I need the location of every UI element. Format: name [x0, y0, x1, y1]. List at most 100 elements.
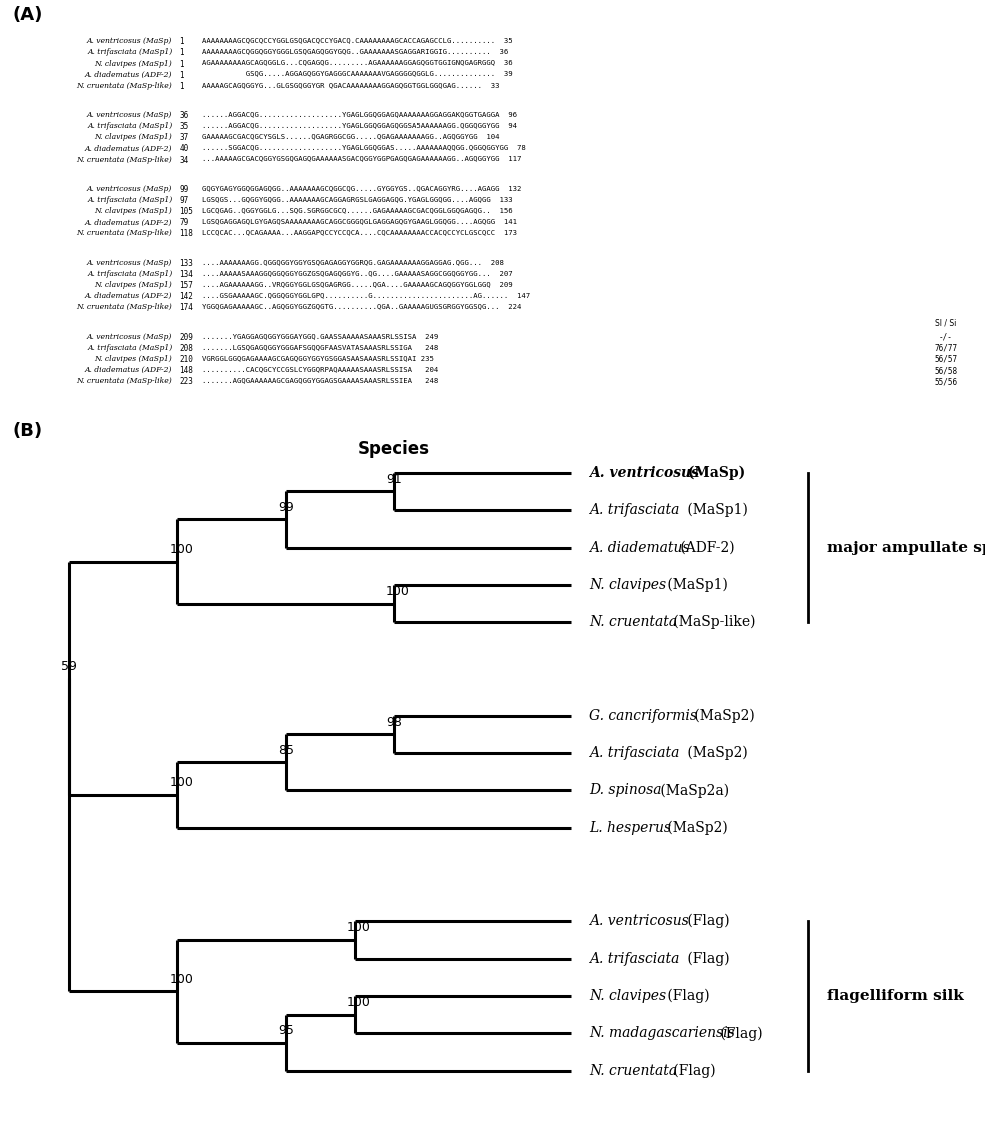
Text: A. trifasciata: A. trifasciata: [589, 952, 680, 965]
Text: A. diadematus (ADF-2): A. diadematus (ADF-2): [85, 218, 172, 226]
Text: -/-: -/-: [939, 333, 952, 342]
Text: N. clavipes (MaSp1): N. clavipes (MaSp1): [95, 281, 172, 289]
Text: (A): (A): [13, 6, 43, 24]
Text: ......SGGACQG...................YGAGLGGQGGAS.....AAAAAAAQQGG.QGGQGGYGG  78: ......SGGACQG...................YGAGLGGQ…: [202, 144, 526, 150]
Text: LGCQGAG..QGGYGGLG...SQG.SGRGGCGCQ......GAGAAAAAGCGACQGGLGGQGAGQG..  156: LGCQGAG..QGGYGGLG...SQG.SGRGGCGCQ......G…: [202, 207, 512, 214]
Text: (MaSp2): (MaSp2): [683, 746, 748, 761]
Text: A. diadematus (ADF-2): A. diadematus (ADF-2): [85, 292, 172, 300]
Text: AGAAAAAAAAGCAGQGGLG...CQGAGQG.........AGAAAAAAGGAGQGGTGGIGNQGAGRGGQ  36: AGAAAAAAAAGCAGQGGLG...CQGAGQG.........AG…: [202, 59, 512, 66]
Text: A. trifasciata: A. trifasciata: [589, 746, 680, 760]
Text: 56/57: 56/57: [934, 355, 957, 364]
Text: 100: 100: [169, 777, 193, 789]
Text: 95: 95: [278, 1024, 294, 1037]
Text: 99: 99: [179, 185, 188, 194]
Text: 56/58: 56/58: [934, 366, 957, 375]
Text: (B): (B): [13, 422, 43, 440]
Text: 100: 100: [169, 972, 193, 986]
Text: 59: 59: [61, 659, 77, 673]
Text: A. ventricosus (MaSp): A. ventricosus (MaSp): [87, 38, 172, 45]
Text: N. clavipes: N. clavipes: [589, 578, 666, 592]
Text: ....GSGAAAAAGC.QGGQGGYGGLGPQ..........G.......................AG......  147: ....GSGAAAAAGC.QGGQGGYGGLGPQ..........G.…: [202, 292, 530, 298]
Text: (Flag): (Flag): [670, 1063, 716, 1078]
Text: G. cancriformis: G. cancriformis: [589, 708, 697, 723]
Text: 134: 134: [179, 271, 193, 279]
Text: (MaSp1): (MaSp1): [663, 578, 728, 592]
Text: N. cruentata (MaSp-like): N. cruentata (MaSp-like): [77, 230, 172, 238]
Text: N. cruentata (MaSp-like): N. cruentata (MaSp-like): [77, 304, 172, 312]
Text: 76/77: 76/77: [934, 343, 957, 352]
Text: A. trifasciata (MaSp1): A. trifasciata (MaSp1): [87, 49, 172, 57]
Text: 100: 100: [169, 542, 193, 556]
Text: (ADF-2): (ADF-2): [676, 540, 735, 555]
Text: N. cruentata (MaSp-like): N. cruentata (MaSp-like): [77, 156, 172, 164]
Text: 99: 99: [278, 500, 294, 514]
Text: 97: 97: [179, 197, 188, 205]
Text: GAAAAAGCGACQGCYSGLS......QGAGRGGCGG.....QGAGAAAAAAAGG..AGQGGYGG  104: GAAAAAGCGACQGCYSGLS......QGAGRGGCGG.....…: [202, 133, 499, 140]
Text: (Flag): (Flag): [716, 1027, 763, 1040]
Text: A. trifasciata (MaSp1): A. trifasciata (MaSp1): [87, 343, 172, 352]
Text: 40: 40: [179, 144, 188, 153]
Text: L. hesperus: L. hesperus: [589, 821, 671, 835]
Text: 1: 1: [179, 82, 184, 91]
Text: AAAAAAAAGCQGCQCCYGGLGSQGACQCCYGACQ.CAAAAAAAAGCACCAGAGCCLG..........  35: AAAAAAAAGCQGCQCCYGGLGSQGACQCCYGACQ.CAAAA…: [202, 38, 512, 43]
Text: A. ventricosus (MaSp): A. ventricosus (MaSp): [87, 259, 172, 267]
Text: 118: 118: [179, 230, 193, 239]
Text: ......AGGACQG...................YGAGLGGQGGAGQAAAAAAAGGAGGAKQGGTGAGGA  96: ......AGGACQG...................YGAGLGGQ…: [202, 111, 517, 117]
Text: 79: 79: [179, 218, 188, 227]
Text: YGGQGAGAAAAAGC..AGQGGYGGZGQGTG..........QGA..GAAAAAGUGSGRGGYGGSQG...  224: YGGQGAGAAAAAGC..AGQGGYGGZGQGTG..........…: [202, 304, 521, 309]
Text: .......AGQGAAAAAAGCGAGQGGYGGAGSGAAAASAAASRLSSIEA   248: .......AGQGAAAAAAGCGAGQGGYGGAGSGAAAASAAA…: [202, 377, 438, 383]
Text: N. clavipes: N. clavipes: [589, 989, 666, 1003]
Text: N. madagascariensis: N. madagascariensis: [589, 1027, 735, 1040]
Text: A. diadematus (ADF-2): A. diadematus (ADF-2): [85, 366, 172, 374]
Text: N. cruentata (MaSp-like): N. cruentata (MaSp-like): [77, 377, 172, 385]
Text: A. diadematus (ADF-2): A. diadematus (ADF-2): [85, 144, 172, 152]
Text: Sl / Si: Sl / Si: [935, 318, 956, 327]
Text: LCCQCAC...QCAGAAAA...AAGGAPQCCYCCQCA....CQCAAAAAAAACCACQCCYCLGSCQCC  173: LCCQCAC...QCAGAAAA...AAGGAPQCCYCCQCA....…: [202, 230, 517, 235]
Text: ...AAAAAGCGACQGGYGSGQGAGQGAAAAAASGACQGGYGGPGAGQGAGAAAAAAGG..AGQGGYGG  117: ...AAAAAGCGACQGGYGSGQGAGQGAAAAAASGACQGGY…: [202, 156, 521, 161]
Text: Species: Species: [358, 440, 430, 458]
Text: A. ventricosus (MaSp): A. ventricosus (MaSp): [87, 185, 172, 193]
Text: 98: 98: [386, 715, 402, 729]
Text: N. clavipes (MaSp1): N. clavipes (MaSp1): [95, 207, 172, 215]
Text: N. cruentata: N. cruentata: [589, 615, 677, 629]
Text: N. clavipes (MaSp1): N. clavipes (MaSp1): [95, 133, 172, 141]
Text: N. clavipes (MaSp1): N. clavipes (MaSp1): [95, 59, 172, 67]
Text: flagelliform silk: flagelliform silk: [827, 989, 964, 1003]
Text: ....AAAAAAAGG.QGGQGGYGGYGSQGAGAGGYGGRQG.GAGAAAAAAAGGAGGAG.QGG...  208: ....AAAAAAAGG.QGGQGGYGGYGSQGAGAGGYGGRQG.…: [202, 259, 503, 265]
Text: AAAAAGCAGQGGYG...GLGSGQGGYGR QGACAAAAAAAAGGAGQGGTGGLGGQGAG......  33: AAAAAGCAGQGGYG...GLGSGQGGYGR QGACAAAAAAA…: [202, 82, 499, 88]
Text: (Flag): (Flag): [663, 989, 709, 1003]
Text: 1: 1: [179, 70, 184, 80]
Text: AAAAAAAAGCQGGQGGYGGGLGSQGAGQGGYGQG..GAAAAAAASGAGGARIGGIG..........  36: AAAAAAAAGCQGGQGGYGGGLGSQGAGQGGYGQG..GAAA…: [202, 49, 508, 55]
Text: A. ventricosus (MaSp): A. ventricosus (MaSp): [87, 333, 172, 341]
Text: 1: 1: [179, 49, 184, 58]
Text: 55/56: 55/56: [934, 377, 957, 387]
Text: VGRGGLGGQGAGAAAAGCGAGQGGYGGYGSGGASAASAAASRLSSIQAI 235: VGRGGLGGQGAGAAAAGCGAGQGGYGGYGSGGASAASAAA…: [202, 355, 433, 360]
Text: (Flag): (Flag): [683, 914, 730, 929]
Text: (Flag): (Flag): [683, 952, 730, 965]
Text: A. diadematus: A. diadematus: [589, 540, 690, 555]
Text: A. trifasciata (MaSp1): A. trifasciata (MaSp1): [87, 197, 172, 205]
Text: ......AGGACQG...................YGAGLGGQGGAGQGGSA5AAAAAAGG.QGGQGGYGG  94: ......AGGACQG...................YGAGLGGQ…: [202, 123, 517, 128]
Text: A. ventricosus: A. ventricosus: [589, 466, 699, 480]
Text: .......LGSQGAGQGGYGGGAFSGQQGFAASVATASAAASRLSSIGA   248: .......LGSQGAGQGGYGGGAFSGQQGFAASVATASAAA…: [202, 343, 438, 350]
Text: major ampullate spidroin: major ampullate spidroin: [827, 540, 985, 555]
Text: ..........CACQGCYCCGSLCYGGQRPAQAAAAASAAASRLSSISA   204: ..........CACQGCYCCGSLCYGGQRPAQAAAAASAAA…: [202, 366, 438, 372]
Text: (MaSp-like): (MaSp-like): [670, 615, 755, 630]
Text: 35: 35: [179, 123, 188, 131]
Text: N. clavipes (MaSp1): N. clavipes (MaSp1): [95, 355, 172, 363]
Text: (MaSp1): (MaSp1): [683, 503, 748, 517]
Text: A. trifasciata (MaSp1): A. trifasciata (MaSp1): [87, 123, 172, 131]
Text: ....AGAAAAAAGG..VRQGGYGGLGSQGAGRGG.....QGA....GAAAAAGCAGQGGYGGLGGQ  209: ....AGAAAAAAGG..VRQGGYGGLGSQGAGRGG.....Q…: [202, 281, 512, 288]
Text: 85: 85: [278, 744, 294, 756]
Text: A. ventricosus: A. ventricosus: [589, 914, 689, 928]
Text: 157: 157: [179, 281, 193, 290]
Text: 37: 37: [179, 133, 188, 142]
Text: 1: 1: [179, 38, 184, 47]
Text: N. cruentata: N. cruentata: [589, 1064, 677, 1078]
Text: LGSQGAGGAGQLGYGAGQSAAAAAAAAGCAGGCGGGQGLGAGGAGQGYGAAGLGGQGG....AGQGG  141: LGSQGAGGAGQLGYGAGQSAAAAAAAAGCAGGCGGGQGLG…: [202, 218, 517, 224]
Text: (MaSp2): (MaSp2): [663, 821, 728, 835]
Text: 210: 210: [179, 355, 193, 364]
Text: (MaSp2): (MaSp2): [690, 708, 755, 723]
Text: LGSQGS...GQGGYGQGG..AAAAAAAGCAGGAGRGSLGAGGAGQG.YGAGLGGQGG....AGQGG  133: LGSQGS...GQGGYGQGG..AAAAAAAGCAGGAGRGSLGA…: [202, 197, 512, 202]
Text: 91: 91: [386, 473, 402, 485]
